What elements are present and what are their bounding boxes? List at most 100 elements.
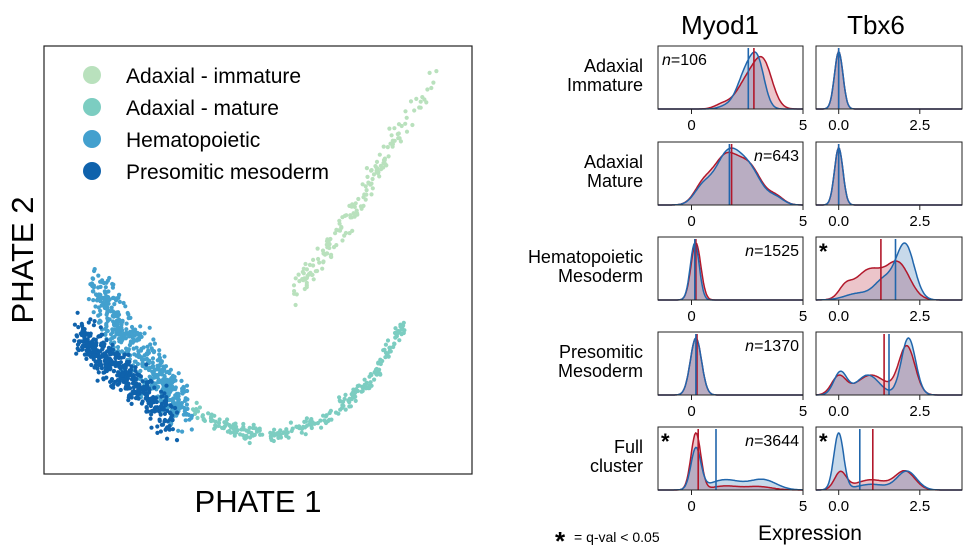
scatter-point <box>149 412 154 417</box>
legend-marker <box>83 66 101 84</box>
scatter-point <box>315 268 320 274</box>
scatter-point <box>132 390 137 395</box>
scatter-point <box>347 400 352 405</box>
scatter-point <box>194 400 199 405</box>
scatter-legend: Adaxial - immature Adaxial - mature Hemato… <box>83 65 329 184</box>
scatter-point <box>233 421 238 426</box>
scatter-point <box>148 416 153 421</box>
scatter-point <box>395 331 400 336</box>
scatter-point <box>137 337 142 342</box>
scatter-point <box>352 204 357 209</box>
scatter-point <box>315 246 320 251</box>
scatter-point <box>99 303 104 308</box>
scatter-point <box>89 362 94 368</box>
scatter-point <box>163 398 169 403</box>
n-annotation: n=106 <box>662 52 707 69</box>
scatter-point <box>293 302 298 308</box>
scatter-point <box>76 325 81 330</box>
scatter-point <box>321 251 326 256</box>
scatter-point <box>142 357 147 362</box>
scatter-point <box>320 266 325 271</box>
scatter-point <box>127 393 132 398</box>
scatter-point <box>170 380 175 385</box>
scatter-point <box>339 224 344 230</box>
scatter-point <box>74 351 79 356</box>
x-tick-label: 0 <box>687 403 695 420</box>
row-label: Full <box>614 437 643 457</box>
scatter-point <box>373 164 378 169</box>
panel-frame <box>815 45 963 110</box>
scatter-point <box>342 233 347 238</box>
scatter-point <box>91 298 96 303</box>
scatter-point <box>98 359 103 364</box>
significance-asterisk: * <box>661 429 670 454</box>
scatter-point <box>291 283 297 288</box>
row-label: Presomitic <box>559 342 643 362</box>
row-label: Adaxial <box>584 56 643 76</box>
scatter-point <box>162 407 167 412</box>
scatter-point <box>414 96 419 101</box>
scatter-point <box>206 411 211 416</box>
scatter-point <box>385 145 390 150</box>
scatter-point <box>146 386 151 391</box>
scatter-point <box>403 109 408 114</box>
scatter-point <box>392 126 397 131</box>
scatter-point <box>387 126 392 131</box>
scatter-point <box>97 363 102 368</box>
x-tick-label: 5 <box>799 117 807 134</box>
scatter-point <box>381 165 386 170</box>
scatter-point <box>151 408 156 413</box>
scatter-point <box>353 398 358 403</box>
scatter-point <box>257 428 262 433</box>
scatter-point <box>284 427 289 432</box>
scatter-point <box>122 334 127 339</box>
panel-frame <box>657 236 804 301</box>
scatter-point <box>136 387 141 392</box>
scatter-point <box>182 409 187 414</box>
scatter-point <box>151 337 156 342</box>
scatter-point <box>163 427 168 432</box>
scatter-point <box>137 333 142 338</box>
scatter-point <box>164 402 169 407</box>
scatter-point <box>396 136 401 141</box>
significance-asterisk: * <box>819 239 828 264</box>
scatter-point <box>157 352 162 357</box>
x-tick-label: 2.5 <box>909 498 930 515</box>
scatter-point <box>94 353 99 359</box>
scatter-point <box>174 438 180 443</box>
scatter-point <box>144 405 149 411</box>
scatter-point <box>117 299 122 304</box>
scatter-point <box>396 131 401 136</box>
scatter-point <box>162 354 167 359</box>
scatter-point <box>155 424 160 429</box>
scatter-point <box>247 440 252 446</box>
scatter-points <box>72 69 439 446</box>
scatter-point <box>311 257 316 262</box>
scatter-point <box>134 377 139 382</box>
scatter-point <box>427 70 432 75</box>
scatter-series <box>72 310 180 443</box>
scatter-point <box>425 87 430 92</box>
scatter-point <box>144 362 149 367</box>
scatter-point <box>104 323 109 328</box>
scatter-point <box>115 328 120 333</box>
scatter-point <box>158 412 163 417</box>
scatter-point <box>329 254 334 260</box>
scatter-point <box>294 424 299 429</box>
scatter-point <box>371 172 377 177</box>
scatter-point <box>169 415 174 420</box>
scatter-point <box>362 377 367 382</box>
scatter-point <box>128 386 133 391</box>
scatter-point <box>368 380 373 385</box>
scatter-point <box>392 138 397 143</box>
red-density-fill <box>816 148 962 205</box>
scatter-point <box>147 325 152 330</box>
scatter-point <box>370 176 375 182</box>
scatter-point <box>156 408 161 413</box>
scatter-point <box>234 424 239 429</box>
scatter-point <box>109 377 115 382</box>
scatter-point <box>145 391 150 396</box>
x-tick-label: 0.0 <box>828 498 849 515</box>
scatter-point <box>185 406 190 411</box>
scatter-point <box>325 251 330 256</box>
